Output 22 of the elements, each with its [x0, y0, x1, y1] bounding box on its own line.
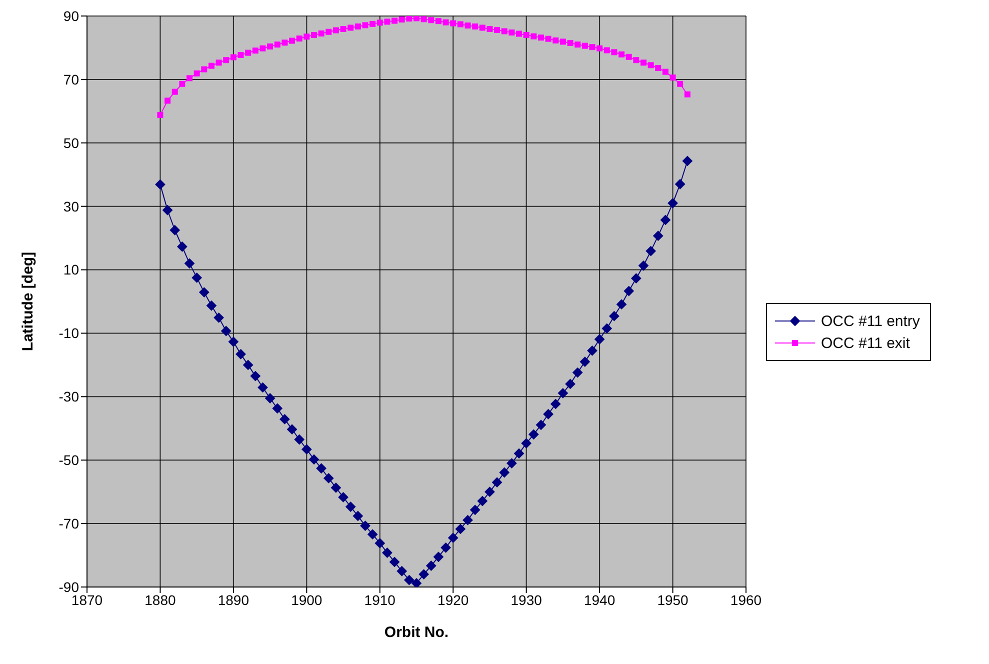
- x-tick-label: 1890: [218, 592, 250, 608]
- x-tick-label: 1940: [584, 592, 616, 608]
- y-tick-label: 70: [63, 71, 80, 88]
- y-tick-label: 90: [63, 8, 80, 24]
- y-tick-label: -50: [58, 452, 80, 468]
- y-tick-label: 50: [63, 134, 80, 151]
- y-tick-label: -30: [58, 388, 80, 405]
- x-axis-title: Orbit No.: [384, 624, 449, 641]
- x-tick-label: 1910: [364, 592, 396, 608]
- x-tick-label: 1920: [438, 592, 469, 608]
- legend-label: OCC #11 entry: [821, 312, 920, 330]
- x-tick-label: 1960: [730, 592, 762, 608]
- y-axis-title: Latitude [deg]: [19, 252, 36, 352]
- y-tick-label: 30: [63, 198, 80, 214]
- y-tick-label: -10: [58, 325, 80, 342]
- x-tick-label: 1900: [291, 592, 322, 608]
- legend-label: OCC #11 exit: [821, 334, 910, 352]
- y-tick-label: -70: [58, 516, 80, 532]
- y-tick-label: 10: [63, 262, 80, 278]
- x-tick-label: 1930: [510, 592, 542, 608]
- x-tick-label: 1950: [657, 592, 689, 608]
- x-tick-label: 1880: [144, 592, 176, 608]
